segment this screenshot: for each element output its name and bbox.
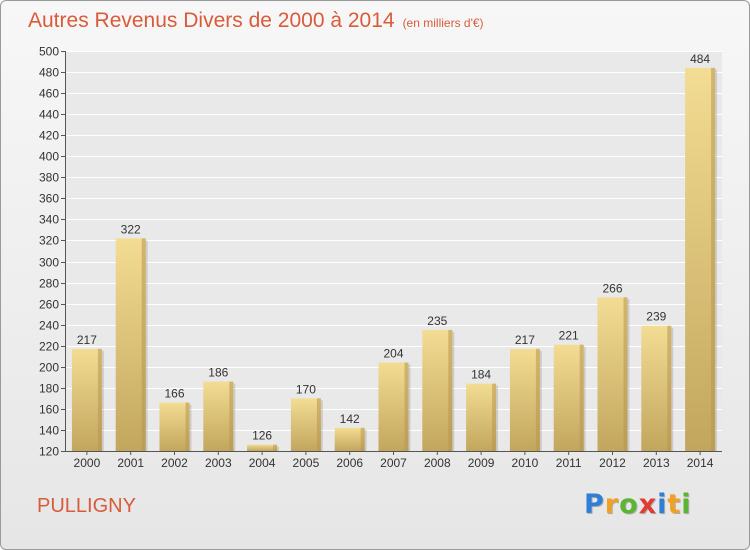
x-tick-label: 2012 bbox=[599, 456, 626, 470]
bar bbox=[685, 67, 716, 451]
bar bbox=[553, 344, 584, 451]
bar-side bbox=[404, 362, 409, 451]
logo-letter: P bbox=[584, 489, 605, 520]
bar bbox=[290, 398, 321, 451]
y-tick-label: 220 bbox=[39, 340, 59, 354]
bar bbox=[159, 402, 190, 451]
x-tick-label: 2004 bbox=[249, 456, 276, 470]
bar-side bbox=[579, 344, 584, 451]
bar bbox=[334, 427, 365, 451]
y-tick-label: 360 bbox=[39, 192, 59, 206]
y-tick-label: 120 bbox=[39, 445, 59, 459]
y-tick-label: 420 bbox=[39, 129, 59, 143]
y-tick-label: 440 bbox=[39, 108, 59, 122]
data-label: 484 bbox=[690, 52, 710, 66]
data-label: 266 bbox=[602, 281, 622, 295]
chart-subtitle: (en milliers d'€) bbox=[402, 16, 484, 30]
bar-side bbox=[229, 381, 234, 451]
bar-side bbox=[667, 325, 672, 451]
bar-side bbox=[141, 238, 146, 451]
bar-side bbox=[535, 348, 540, 451]
data-label: 142 bbox=[340, 412, 360, 426]
x-tick-label: 2013 bbox=[643, 456, 670, 470]
logo-letter: r bbox=[604, 489, 620, 520]
y-tick-label: 380 bbox=[39, 171, 59, 185]
x-tick-label: 2006 bbox=[336, 456, 363, 470]
data-label: 204 bbox=[383, 347, 403, 361]
x-tick-label: 2011 bbox=[556, 456, 582, 470]
data-label: 186 bbox=[208, 366, 228, 380]
y-tick-label: 320 bbox=[39, 234, 59, 248]
commune-name: PULLIGNY bbox=[37, 495, 136, 517]
x-tick-label: 2014 bbox=[687, 456, 714, 470]
data-label: 170 bbox=[296, 382, 316, 396]
data-label: 322 bbox=[121, 222, 141, 236]
bar-side bbox=[185, 402, 190, 451]
bar bbox=[641, 325, 672, 451]
y-tick-label: 180 bbox=[39, 382, 59, 396]
data-label: 217 bbox=[515, 333, 535, 347]
bar-side bbox=[97, 348, 102, 451]
logo-letter: x bbox=[638, 489, 658, 520]
bar bbox=[378, 362, 409, 451]
y-tick-label: 300 bbox=[39, 256, 59, 270]
chart-title: Autres Revenus Divers de 2000 à 2014 (en … bbox=[28, 9, 484, 33]
x-tick-label: 2010 bbox=[512, 456, 539, 470]
data-label: 166 bbox=[164, 387, 184, 401]
bar-side bbox=[448, 329, 453, 451]
y-tick-label: 480 bbox=[39, 66, 59, 80]
logo-letter: i bbox=[657, 489, 668, 520]
bar bbox=[115, 238, 146, 451]
y-tick-label: 240 bbox=[39, 319, 59, 333]
x-tick-label: 2001 bbox=[117, 456, 144, 470]
data-label: 184 bbox=[471, 368, 491, 382]
bar bbox=[422, 329, 453, 451]
data-label: 217 bbox=[77, 333, 97, 347]
y-tick-label: 460 bbox=[39, 87, 59, 101]
logo-letter: o bbox=[619, 489, 639, 520]
bar-side bbox=[273, 444, 278, 451]
data-label: 221 bbox=[559, 329, 579, 343]
x-tick-label: 2007 bbox=[380, 456, 407, 470]
x-tick-label: 2009 bbox=[468, 456, 495, 470]
bar bbox=[71, 348, 102, 451]
y-tick-label: 160 bbox=[39, 403, 59, 417]
bar bbox=[203, 381, 234, 451]
y-tick-label: 500 bbox=[39, 45, 59, 59]
bar-side bbox=[316, 398, 321, 451]
logo-letter: i bbox=[681, 489, 692, 520]
y-tick-label: 140 bbox=[39, 424, 59, 438]
bar-side bbox=[492, 383, 497, 451]
bar bbox=[247, 444, 278, 451]
x-tick-label: 2000 bbox=[74, 456, 101, 470]
bar bbox=[509, 348, 540, 451]
data-label: 239 bbox=[646, 310, 666, 324]
x-tick-label: 2002 bbox=[161, 456, 188, 470]
logo-letter: t bbox=[667, 489, 682, 520]
bar-side bbox=[711, 67, 716, 451]
proxiti-logo: Proxiti bbox=[584, 489, 692, 520]
bar-side bbox=[360, 427, 365, 451]
y-tick-label: 340 bbox=[39, 213, 59, 227]
data-label: 235 bbox=[427, 314, 447, 328]
x-tick-label: 2008 bbox=[424, 456, 451, 470]
y-tick-label: 260 bbox=[39, 298, 59, 312]
bar bbox=[597, 297, 628, 451]
x-tick-label: 2005 bbox=[293, 456, 320, 470]
y-tick-label: 200 bbox=[39, 361, 59, 375]
chart-title-text: Autres Revenus Divers de 2000 à 2014 bbox=[28, 9, 395, 32]
bar bbox=[466, 383, 497, 451]
y-tick-label: 400 bbox=[39, 150, 59, 164]
data-label: 126 bbox=[252, 429, 272, 443]
x-tick-label: 2003 bbox=[205, 456, 232, 470]
bar-side bbox=[623, 297, 628, 451]
y-tick-label: 280 bbox=[39, 277, 59, 291]
